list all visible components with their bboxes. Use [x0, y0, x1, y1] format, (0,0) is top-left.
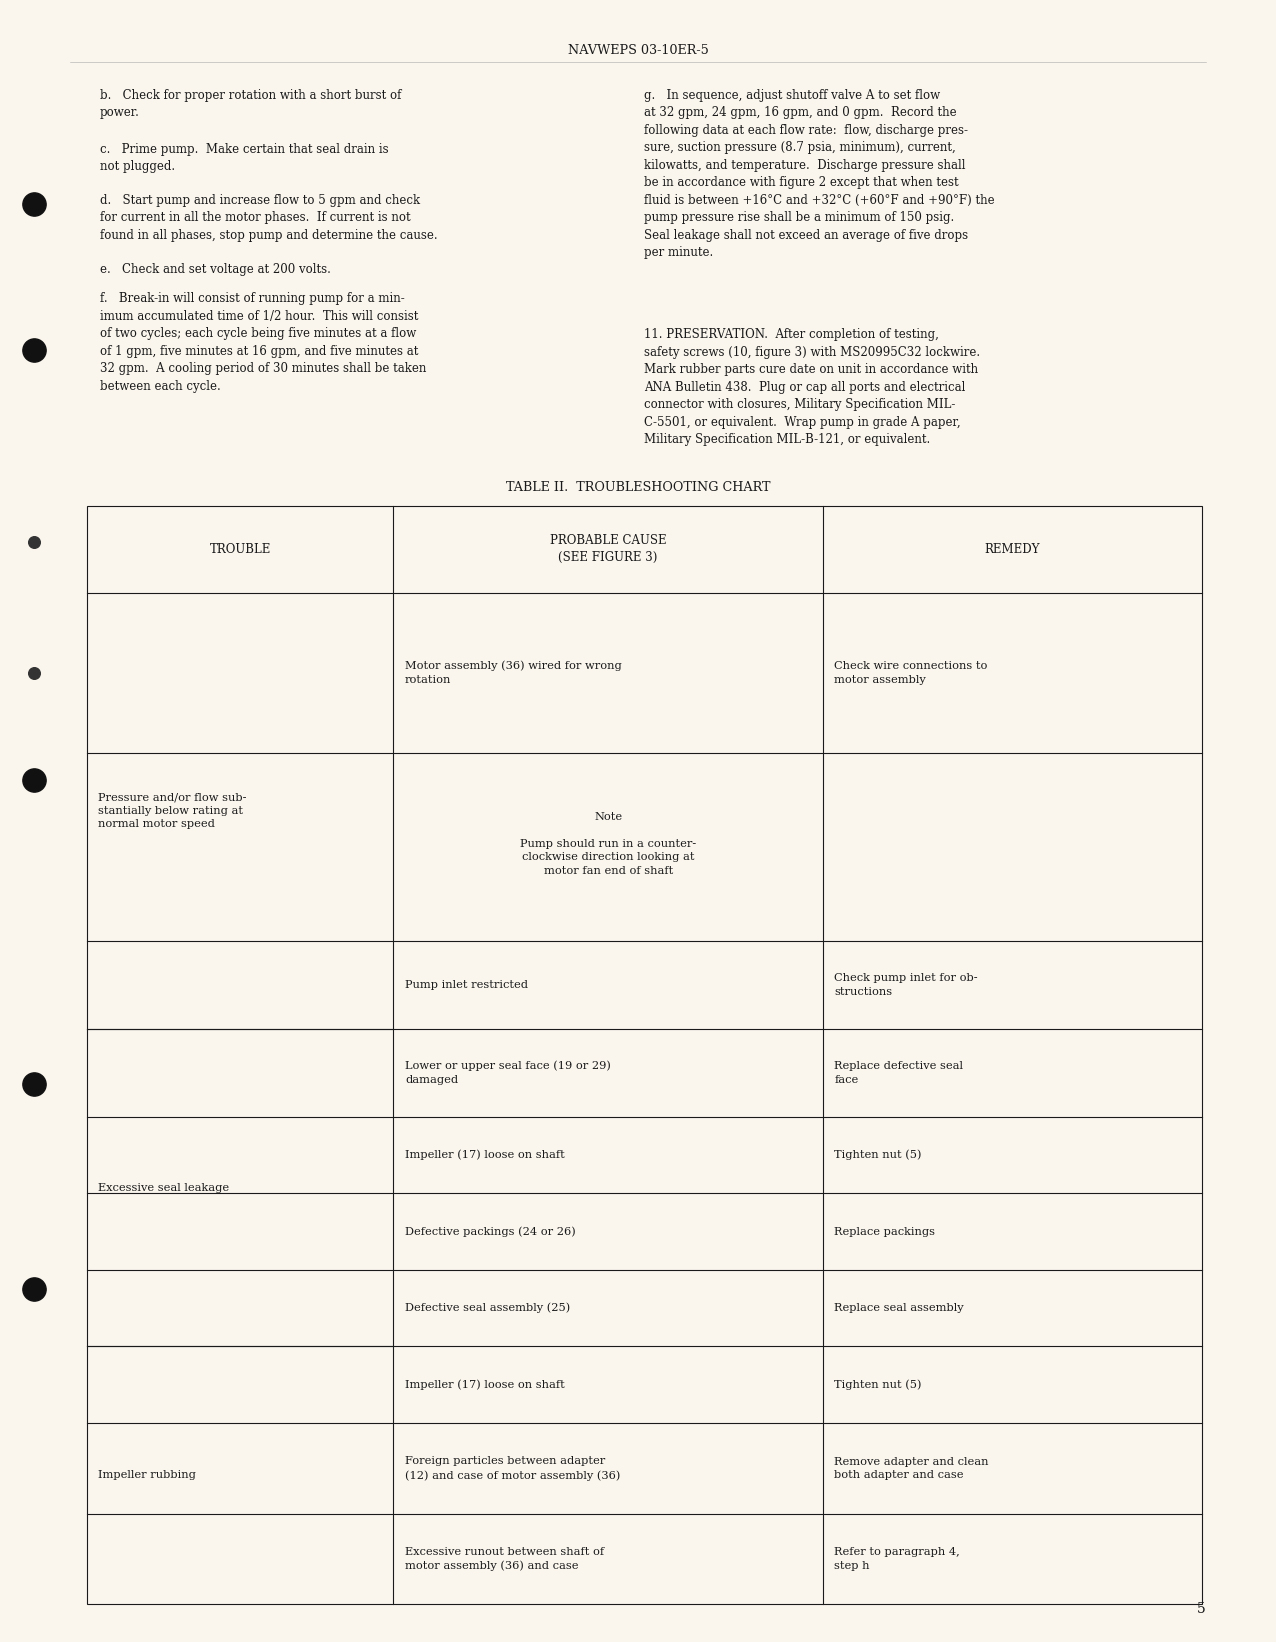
Text: g.   In sequence, adjust shutoff valve A to set flow
at 32 gpm, 24 gpm, 16 gpm, : g. In sequence, adjust shutoff valve A t…	[644, 89, 995, 259]
Text: Replace packings: Replace packings	[835, 1227, 935, 1236]
Text: Note

Pump should run in a counter-
clockwise direction looking at
motor fan end: Note Pump should run in a counter- clock…	[521, 811, 697, 875]
Text: Excessive seal leakage: Excessive seal leakage	[98, 1182, 230, 1192]
Text: TABLE II.  TROUBLESHOOTING CHART: TABLE II. TROUBLESHOOTING CHART	[505, 481, 771, 494]
Point	[24, 767, 45, 793]
Text: Replace defective seal
face: Replace defective seal face	[835, 1061, 963, 1084]
Text: TROUBLE: TROUBLE	[209, 544, 271, 555]
Text: Refer to paragraph 4,
step h: Refer to paragraph 4, step h	[835, 1547, 960, 1571]
Text: Foreign particles between adapter
(12) and case of motor assembly (36): Foreign particles between adapter (12) a…	[404, 1456, 620, 1481]
Bar	[87, 506, 1202, 1604]
Text: c.   Prime pump.  Make certain that seal drain is
not plugged.: c. Prime pump. Make certain that seal dr…	[100, 143, 388, 174]
Text: Impeller (17) loose on shaft: Impeller (17) loose on shaft	[404, 1379, 565, 1391]
Text: NAVWEPS 03-10ER-5: NAVWEPS 03-10ER-5	[568, 44, 708, 56]
Text: Tighten nut (5): Tighten nut (5)	[835, 1379, 921, 1391]
Point	[24, 1276, 45, 1302]
Text: Defective packings (24 or 26): Defective packings (24 or 26)	[404, 1227, 575, 1236]
Text: Excessive runout between shaft of
motor assembly (36) and case: Excessive runout between shaft of motor …	[404, 1547, 604, 1571]
Text: Impeller (17) loose on shaft: Impeller (17) loose on shaft	[404, 1149, 565, 1161]
Text: Pressure and/or flow sub-
stantially below rating at
normal motor speed: Pressure and/or flow sub- stantially bel…	[98, 791, 246, 829]
Text: REMEDY: REMEDY	[985, 544, 1040, 555]
Point	[24, 529, 45, 555]
Text: f.   Break-in will consist of running pump for a min-
imum accumulated time of 1: f. Break-in will consist of running pump…	[100, 292, 426, 392]
Text: Defective seal assembly (25): Defective seal assembly (25)	[404, 1302, 570, 1314]
Text: Check pump inlet for ob-
structions: Check pump inlet for ob- structions	[835, 974, 977, 997]
Text: Replace seal assembly: Replace seal assembly	[835, 1304, 963, 1314]
Text: Motor assembly (36) wired for wrong
rotation: Motor assembly (36) wired for wrong rota…	[404, 660, 621, 685]
Text: Impeller rubbing: Impeller rubbing	[98, 1470, 197, 1481]
Text: Check wire connections to
motor assembly: Check wire connections to motor assembly	[835, 662, 988, 685]
Point	[24, 660, 45, 686]
Text: Lower or upper seal face (19 or 29)
damaged: Lower or upper seal face (19 or 29) dama…	[404, 1061, 611, 1085]
Text: 5: 5	[1197, 1601, 1206, 1616]
Point	[24, 1071, 45, 1097]
Text: 11. PRESERVATION.  After completion of testing,
safety screws (10, figure 3) wit: 11. PRESERVATION. After completion of te…	[644, 328, 980, 447]
Text: d.   Start pump and increase flow to 5 gpm and check
for current in all the moto: d. Start pump and increase flow to 5 gpm…	[100, 194, 438, 241]
Text: b.   Check for proper rotation with a short burst of
power.: b. Check for proper rotation with a shor…	[100, 89, 401, 120]
Point	[24, 337, 45, 363]
Point	[24, 190, 45, 217]
Text: Remove adapter and clean
both adapter and case: Remove adapter and clean both adapter an…	[835, 1456, 989, 1479]
Text: Tighten nut (5): Tighten nut (5)	[835, 1149, 921, 1161]
Text: PROBABLE CAUSE
(SEE FIGURE 3): PROBABLE CAUSE (SEE FIGURE 3)	[550, 535, 666, 563]
Text: e.   Check and set voltage at 200 volts.: e. Check and set voltage at 200 volts.	[100, 263, 330, 276]
Text: Pump inlet restricted: Pump inlet restricted	[404, 980, 528, 990]
